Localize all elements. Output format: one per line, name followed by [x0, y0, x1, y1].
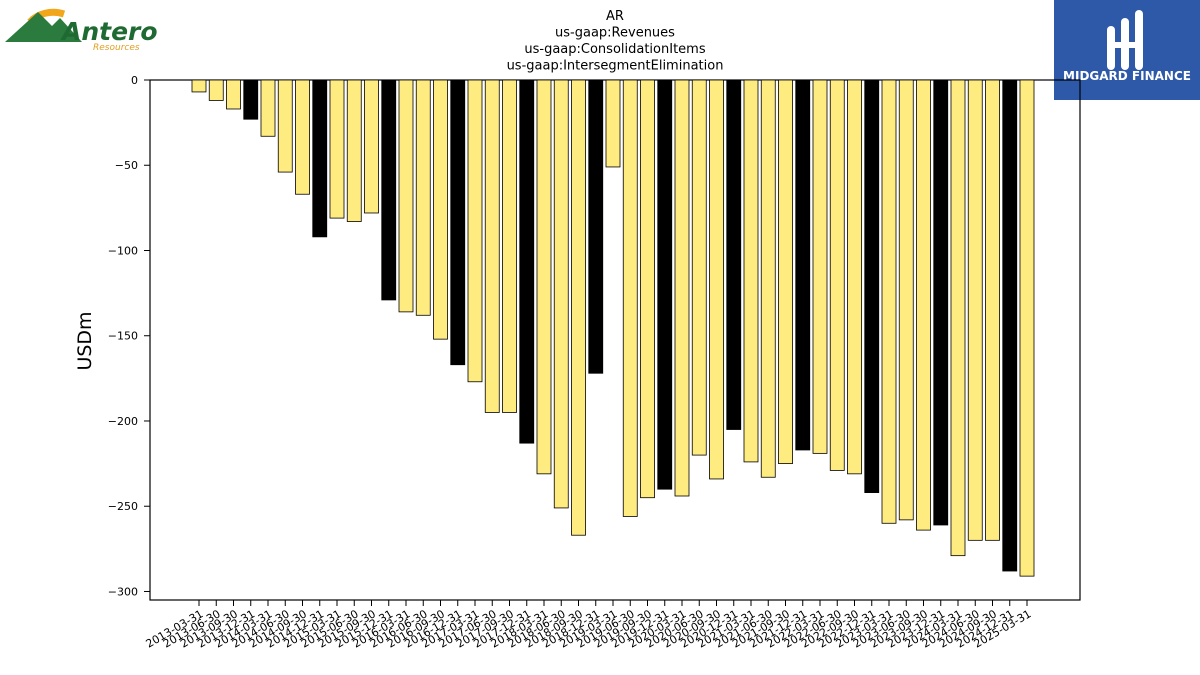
bar-2015-03-31 [329, 79, 345, 219]
y-tick-label: −200 [108, 415, 138, 428]
bar-2022-09-30 [847, 79, 862, 475]
chart-title-line: us-gaap:Revenues [555, 26, 675, 41]
x-axis-ticks: 2013-03-312013-06-302013-09-302013-12-31… [144, 600, 1034, 651]
logo-mountain-icon [5, 12, 82, 42]
bar-2015-06-30 [346, 79, 362, 222]
bar-2016-03-31 [398, 79, 414, 313]
bar-2022-12-31 [864, 79, 880, 493]
bar-2020-09-30 [709, 79, 724, 480]
bar-2016-12-31 [450, 79, 466, 366]
bar-2022-06-30 [829, 79, 845, 471]
y-tick-label: 0 [131, 74, 138, 87]
bar-2017-12-31 [519, 79, 535, 444]
bar-2015-09-30 [364, 79, 379, 214]
y-tick-label: −50 [115, 159, 138, 172]
bar-2014-06-30 [277, 79, 293, 173]
company-logo: Antero Resources [5, 8, 158, 53]
bar-2019-12-31 [657, 79, 673, 490]
bar-2019-06-30 [622, 79, 638, 517]
chart-title: AR us-gaap:Revenuesus-gaap:ConsolidationI… [507, 9, 724, 74]
bar-2022-03-31 [812, 79, 828, 454]
bar-2016-06-30 [415, 79, 431, 316]
bar-2023-03-31 [881, 79, 897, 524]
bar-2019-03-31 [605, 79, 621, 168]
bar-2025-03-31 [1019, 79, 1035, 577]
y-tick-label: −100 [108, 244, 138, 257]
y-tick-label: −150 [108, 330, 138, 343]
bar-2020-12-31 [726, 79, 742, 430]
bar-2021-09-30 [778, 79, 793, 465]
bar-2020-06-30 [691, 79, 707, 456]
bar-2013-06-30 [208, 79, 224, 101]
bar-2021-03-31 [743, 79, 759, 463]
bar-2018-09-30 [571, 79, 586, 536]
bar-2014-09-30 [295, 79, 310, 195]
chart-title-line: us-gaap:ConsolidationItems [524, 42, 705, 57]
bar-2019-09-30 [640, 79, 655, 499]
bar-2024-12-31 [1002, 79, 1018, 572]
bar-2013-12-31 [243, 79, 259, 120]
logo-name: Antero [60, 17, 158, 46]
y-tick-label: −250 [108, 500, 138, 513]
bar-2013-03-31 [191, 79, 207, 93]
brand-mark-icon [1107, 10, 1143, 70]
brand-logo: MIDGARD FINANCE [1054, 0, 1200, 100]
bar-2021-06-30 [760, 79, 776, 478]
bar-2017-06-30 [484, 79, 500, 413]
bar-2024-06-30 [967, 79, 983, 541]
bar-2023-09-30 [916, 79, 931, 531]
bar-2015-12-31 [381, 79, 397, 301]
bar-2014-03-31 [260, 79, 276, 137]
bar-2023-12-31 [933, 79, 949, 526]
bar-2017-09-30 [502, 79, 517, 413]
bar-2023-06-30 [898, 79, 914, 521]
bar-2018-06-30 [553, 79, 569, 509]
bar-2018-12-31 [588, 79, 604, 374]
bar-2020-03-31 [674, 79, 690, 497]
bar-2014-12-31 [312, 79, 328, 238]
bar-2016-09-30 [433, 79, 448, 340]
y-axis-label: USDm [74, 311, 96, 370]
bars [191, 79, 1035, 577]
bar-2024-09-30 [985, 79, 1000, 541]
y-axis-ticks: 0 −50 −100 −150 −200 −250 −300 [108, 74, 150, 598]
bar-2013-09-30 [226, 79, 241, 110]
bar-2024-03-31 [950, 79, 966, 557]
brand-name: MIDGARD FINANCE [1063, 69, 1191, 83]
bar-2017-03-31 [467, 79, 483, 383]
logo-sub: Resources [93, 43, 140, 53]
bar-2018-03-31 [536, 79, 552, 475]
bar-2021-12-31 [795, 79, 811, 451]
y-tick-label: −300 [108, 585, 138, 598]
chart-title-line: AR [606, 9, 624, 24]
chart-title-line: us-gaap:IntersegmentElimination [507, 59, 724, 74]
